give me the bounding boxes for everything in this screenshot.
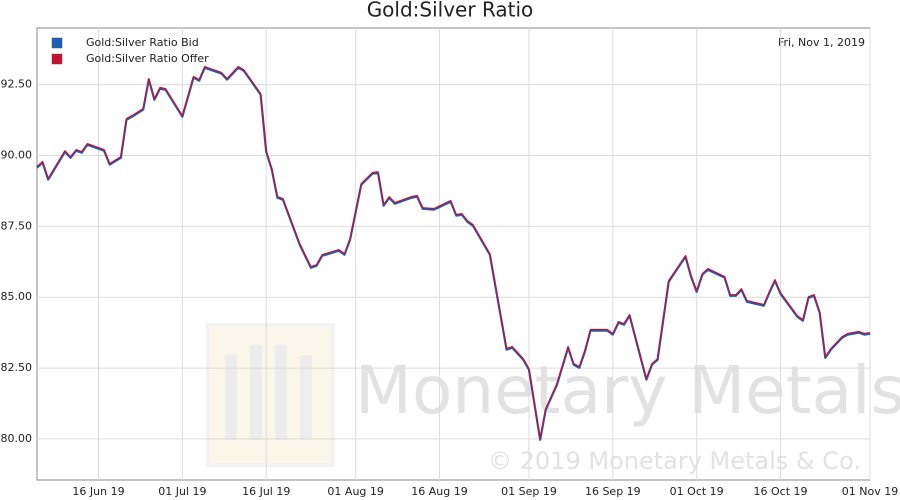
chart-title: Gold:Silver Ratio xyxy=(367,0,534,22)
x-tick-label: 16 Jun 19 xyxy=(72,485,124,498)
y-tick-label: 80.00 xyxy=(1,432,33,445)
legend-label: Gold:Silver Ratio Bid xyxy=(86,36,199,49)
legend-label: Gold:Silver Ratio Offer xyxy=(86,52,209,65)
date-label: Fri, Nov 1, 2019 xyxy=(778,36,865,49)
x-tick-label: 01 Jul 19 xyxy=(158,485,206,498)
watermark: Monetary Metals xyxy=(355,352,900,429)
legend-swatch xyxy=(51,53,63,65)
x-tick-label: 16 Sep 19 xyxy=(585,485,641,498)
x-tick-label: 16 Oct 19 xyxy=(754,485,808,498)
y-tick-label: 82.50 xyxy=(1,361,33,374)
watermark-logo xyxy=(206,323,335,467)
x-tick-label: 01 Aug 19 xyxy=(327,485,383,498)
y-tick-label: 87.50 xyxy=(1,219,33,232)
series-line xyxy=(36,65,871,440)
x-tick-label: 01 Sep 19 xyxy=(501,485,557,498)
x-tick-label: 01 Oct 19 xyxy=(670,485,724,498)
x-tick-label: 16 Aug 19 xyxy=(411,485,467,498)
y-tick-label: 90.00 xyxy=(1,149,33,162)
x-tick-label: 16 Jul 19 xyxy=(242,485,290,498)
y-tick-label: 85.00 xyxy=(1,290,33,303)
legend-swatch xyxy=(51,37,63,49)
x-tick-label: 01 Nov 19 xyxy=(842,485,898,498)
y-tick-label: 92.50 xyxy=(1,78,33,91)
copyright: © 2019 Monetary Metals & Co. xyxy=(488,447,861,475)
